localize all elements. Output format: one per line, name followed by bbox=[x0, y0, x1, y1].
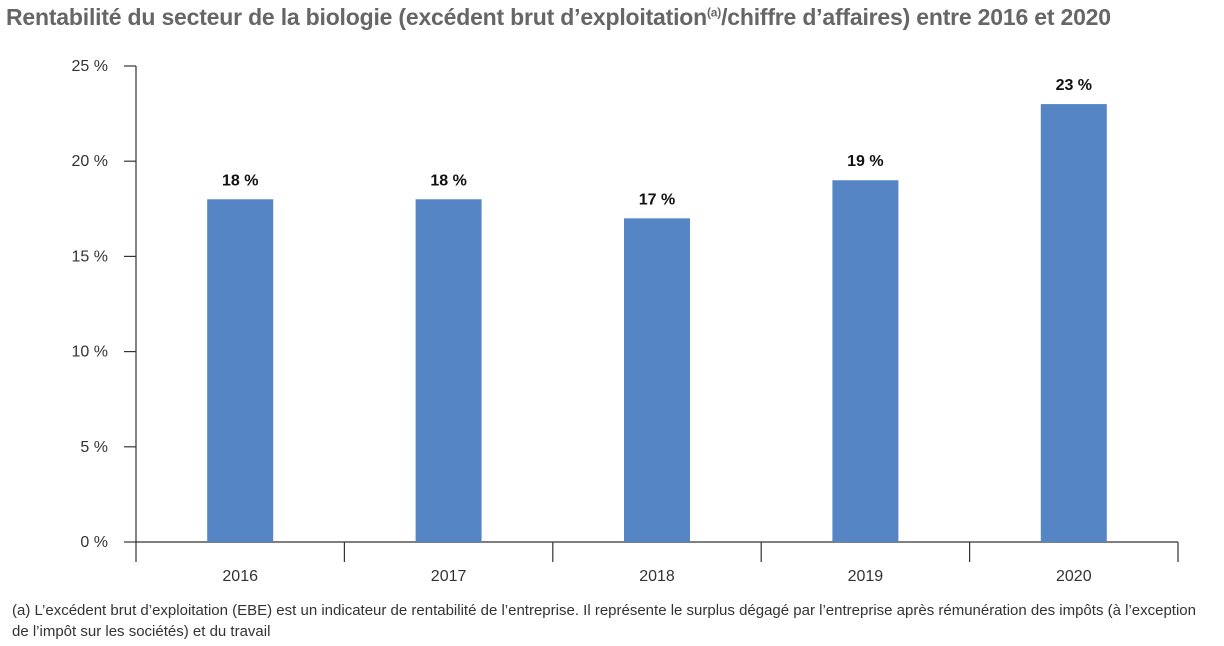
x-axis: 2016 2017 2018 2019 2020 bbox=[135, 541, 1179, 585]
y-tick-label: 20 % bbox=[72, 153, 108, 170]
x-tick-label: 2017 bbox=[431, 568, 467, 585]
bars bbox=[207, 104, 1107, 543]
x-tick-label: 2020 bbox=[1056, 568, 1092, 585]
data-label: 18 % bbox=[222, 172, 258, 189]
y-axis: 0 % 5 % 10 % 15 % 20 % 25 % bbox=[72, 58, 137, 551]
y-tick-label: 0 % bbox=[80, 534, 108, 551]
bar bbox=[1040, 104, 1107, 542]
x-tick-label: 2016 bbox=[222, 568, 258, 585]
y-tick-label: 10 % bbox=[72, 344, 108, 361]
chart-title-footnote-mark: (a) bbox=[706, 5, 722, 20]
data-label: 19 % bbox=[847, 153, 883, 170]
bar bbox=[624, 218, 690, 542]
y-tick-label: 5 % bbox=[80, 439, 108, 456]
x-tick-label: 2018 bbox=[639, 568, 675, 585]
y-tick-label: 25 % bbox=[72, 58, 108, 75]
data-label: 17 % bbox=[639, 191, 675, 208]
data-label: 18 % bbox=[430, 172, 466, 189]
x-tick-label: 2019 bbox=[848, 568, 884, 585]
chart-title-main: Rentabilité du secteur de la biologie (e… bbox=[6, 4, 707, 30]
chart-title: Rentabilité du secteur de la biologie (e… bbox=[6, 4, 1220, 31]
bar bbox=[415, 199, 482, 542]
chart-title-rest: /chiffre d’affaires) entre 2016 et 2020 bbox=[721, 4, 1111, 30]
footnote: (a) L’excédent brut d’exploitation (EBE)… bbox=[12, 602, 1196, 640]
y-tick-label: 15 % bbox=[72, 248, 108, 265]
bar bbox=[832, 180, 899, 543]
data-label: 23 % bbox=[1056, 77, 1092, 94]
data-labels: 18 % 18 % 17 % 19 % 23 % bbox=[222, 77, 1092, 208]
bar bbox=[207, 199, 274, 542]
